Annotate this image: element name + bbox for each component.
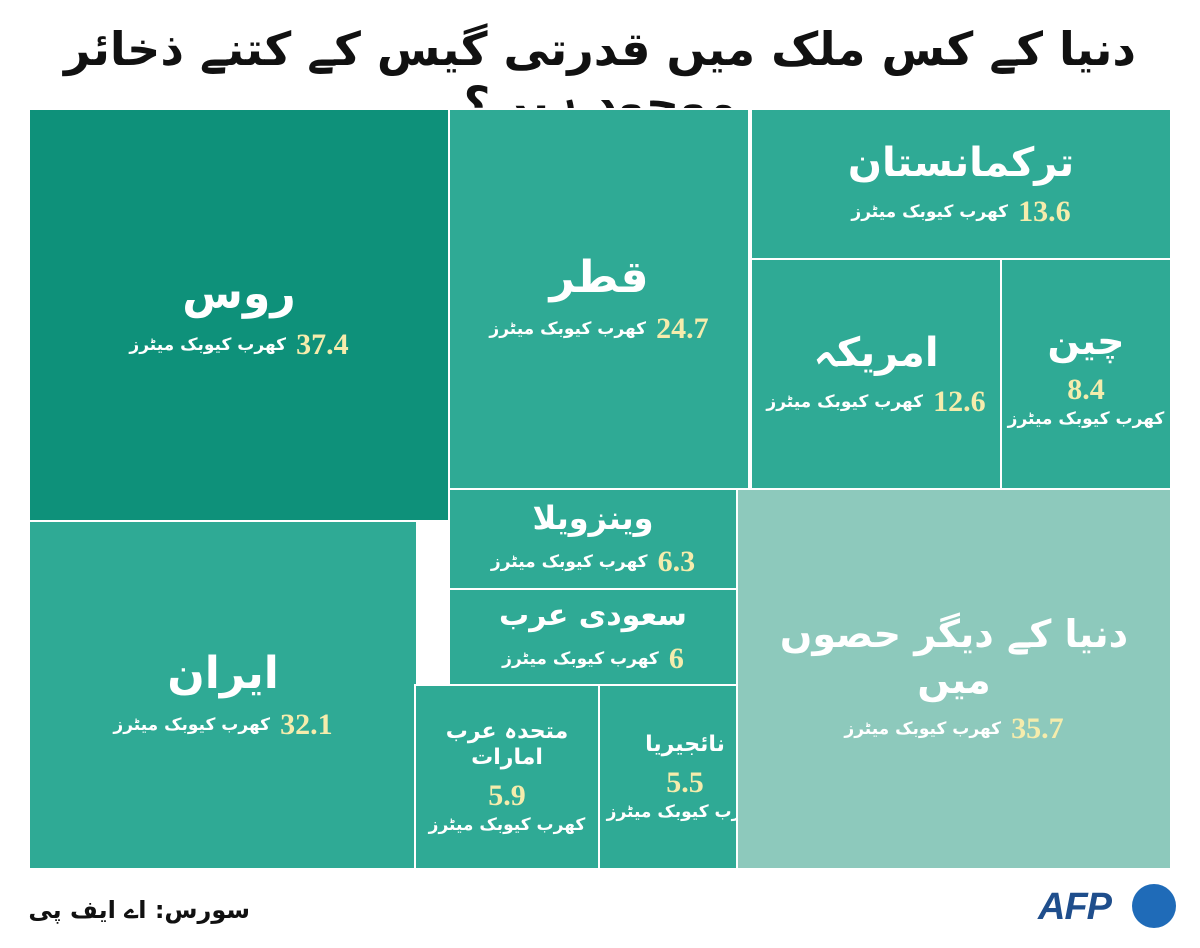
tile-content: وینزویلا 6.3 کھرب کیوبک میٹرز — [450, 490, 736, 588]
tile-unit: کھرب کیوبک میٹرز — [502, 649, 659, 669]
tile-iran: ایران 32.1 کھرب کیوبک میٹرز — [28, 520, 418, 870]
tile-rest-of-world: دنیا کے دیگر حصوں میں 35.7 کھرب کیوبک میٹر… — [736, 488, 1172, 870]
tile-usa: امریکہ 12.6 کھرب کیوبک میٹرز — [750, 258, 1002, 490]
tile-value-row: 6.3 کھرب کیوبک میٹرز — [491, 545, 695, 579]
tile-label: چین — [1047, 319, 1125, 364]
tile-label: روس — [182, 267, 296, 319]
tile-content: روس 37.4 کھرب کیوبک میٹرز — [30, 110, 448, 520]
tile-label: دنیا کے دیگر حصوں میں — [779, 612, 1129, 702]
tile-value-row: 5.5 کھرب کیوبک میٹرز — [607, 766, 764, 822]
tile-qatar: قطر 24.7 کھرب کیوبک میٹرز — [448, 108, 750, 490]
tile-label: وینزویلا — [532, 498, 654, 537]
tile-value: 37.4 — [296, 328, 349, 362]
tile-value: 5.9 — [488, 779, 526, 813]
tile-saudi-arabia: سعودی عرب 6 کھرب کیوبک میٹرز — [448, 588, 738, 686]
tile-content: امریکہ 12.6 کھرب کیوبک میٹرز — [752, 260, 1000, 488]
tile-unit: کھرب کیوبک میٹرز — [489, 319, 647, 340]
tile-label: سعودی عرب — [499, 598, 687, 633]
tile-label: ترکمانستان — [847, 140, 1075, 186]
tile-value-row: 13.6 کھرب کیوبک میٹرز — [851, 195, 1070, 229]
tile-content: سعودی عرب 6 کھرب کیوبک میٹرز — [450, 590, 736, 684]
tile-label: ایران — [167, 647, 279, 699]
tile-china: چین 8.4 کھرب کیوبک میٹرز — [1000, 258, 1172, 490]
tile-value-row: 12.6 کھرب کیوبک میٹرز — [766, 385, 985, 419]
tile-value: 12.6 — [933, 385, 986, 418]
tile-label: قطر — [549, 251, 649, 303]
tile-unit: کھرب کیوبک میٹرز — [428, 815, 586, 836]
tile-turkmenistan: ترکمانستان 13.6 کھرب کیوبک میٹرز — [750, 108, 1172, 260]
tile-unit: کھرب کیوبک میٹرز — [606, 802, 764, 823]
tile-content: ترکمانستان 13.6 کھرب کیوبک میٹرز — [752, 110, 1170, 258]
tile-unit: کھرب کیوبک میٹرز — [766, 392, 924, 412]
tile-unit: کھرب کیوبک میٹرز — [129, 335, 287, 356]
tile-content: قطر 24.7 کھرب کیوبک میٹرز — [450, 110, 748, 488]
tile-value: 35.7 — [1011, 711, 1064, 745]
tile-value: 8.4 — [1067, 372, 1105, 406]
tile-content: دنیا کے دیگر حصوں میں 35.7 کھرب کیوبک میٹر… — [738, 490, 1170, 868]
tile-uae: متحدہ عرب امارات 5.9 کھرب کیوبک میٹرز — [414, 684, 600, 870]
tile-content: ایران 32.1 کھرب کیوبک میٹرز — [30, 522, 416, 868]
afp-logo: AFP — [1038, 882, 1178, 932]
tile-content: نائجیریا 5.5 کھرب کیوبک میٹرز — [600, 686, 770, 868]
tile-value: 24.7 — [656, 312, 709, 346]
tile-unit: کھرب کیوبک میٹرز — [490, 552, 648, 573]
tile-value-row: 37.4 کھرب کیوبک میٹرز — [129, 328, 348, 362]
tile-value-row: 35.7 کھرب کیوبک میٹرز — [844, 712, 1063, 746]
tile-unit: کھرب کیوبک میٹرز — [851, 202, 1009, 222]
source-label: سورس: اے ایف پی — [28, 896, 250, 924]
tile-value: 5.5 — [666, 766, 704, 800]
tile-content: چین 8.4 کھرب کیوبک میٹرز — [1002, 260, 1170, 488]
tile-label: نائجیریا — [645, 731, 725, 757]
tile-value: 6.3 — [657, 545, 696, 579]
tile-value-row: 24.7 کھرب کیوبک میٹرز — [489, 312, 708, 346]
tile-value: 32.1 — [280, 708, 333, 742]
tile-unit: کھرب کیوبک میٹرز — [844, 718, 1002, 739]
tile-russia: روس 37.4 کھرب کیوبک میٹرز — [28, 108, 450, 522]
afp-logo-text: AFP — [1038, 886, 1112, 928]
tile-value-row: 8.4 کھرب کیوبک میٹرز — [1008, 373, 1165, 429]
tile-venezuela: وینزویلا 6.3 کھرب کیوبک میٹرز — [448, 488, 738, 590]
tile-content: متحدہ عرب امارات 5.9 کھرب کیوبک میٹرز — [416, 686, 598, 868]
tile-value-row: 32.1 کھرب کیوبک میٹرز — [113, 708, 332, 742]
tile-unit: کھرب کیوبک میٹرز — [113, 715, 271, 736]
tile-value-row: 5.9 کھرب کیوبک میٹرز — [429, 779, 586, 835]
tile-label: امریکہ — [813, 330, 939, 376]
afp-logo-dot-icon — [1132, 884, 1176, 928]
tile-value-row: 6 کھرب کیوبک میٹرز — [502, 642, 684, 676]
tile-value: 6 — [668, 642, 684, 675]
tile-value: 13.6 — [1018, 195, 1071, 228]
chart-title: دنیا کے کس ملک میں قدرتی گیس کے کتنے ذخا… — [64, 22, 1136, 130]
tile-unit: کھرب کیوبک میٹرز — [1007, 408, 1165, 429]
tile-label: متحدہ عرب امارات — [445, 718, 569, 770]
